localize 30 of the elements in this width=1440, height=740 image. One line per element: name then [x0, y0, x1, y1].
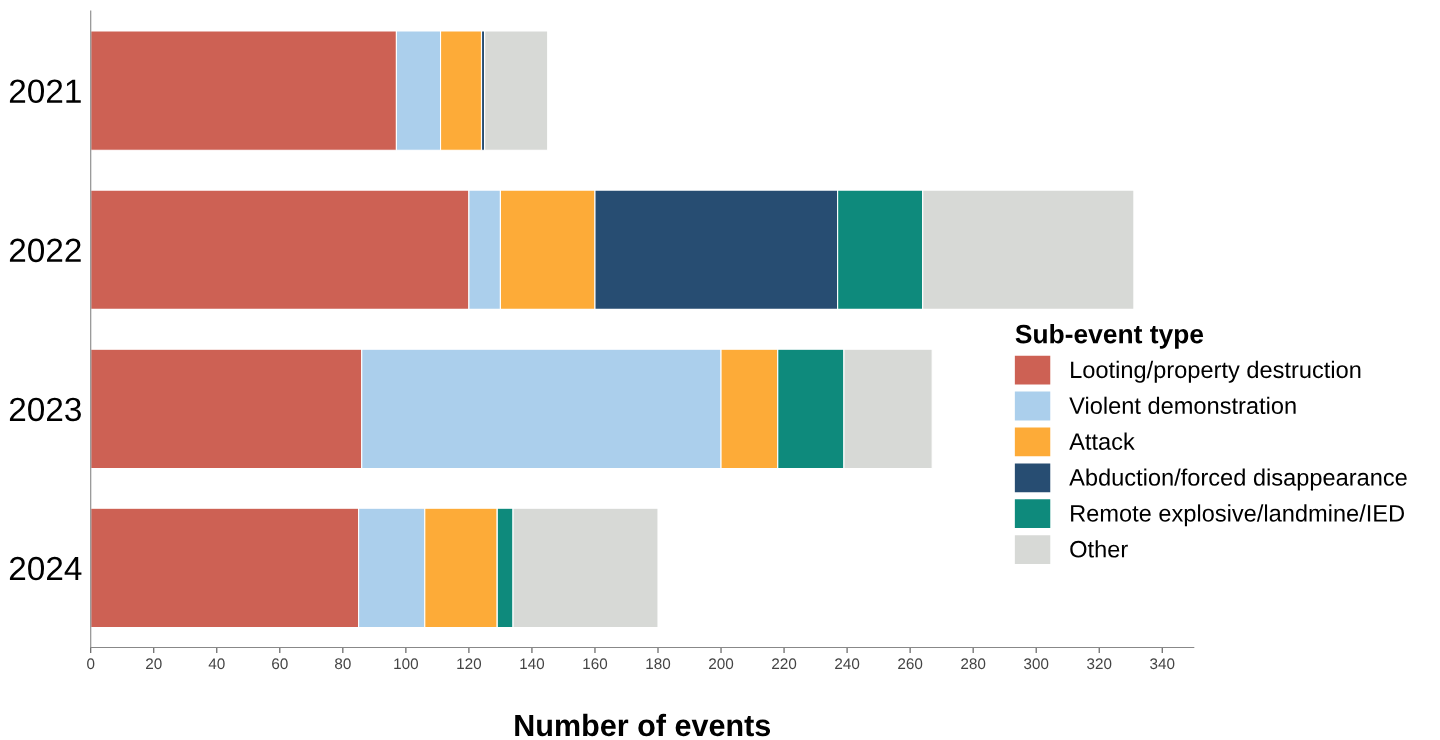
x-tick-label: 300: [1024, 658, 1049, 670]
x-tick-label: 240: [835, 658, 860, 670]
x-axis-title: Number of events: [515, 713, 771, 737]
x-tick-label: 140: [520, 658, 545, 670]
x-tick-label: 100: [394, 658, 419, 670]
x-tick-label: 220: [772, 658, 797, 670]
y-tick-label: 2022: [9, 238, 81, 263]
legend-label: Violent demonstration: [1069, 396, 1296, 415]
legend-label: Attack: [1069, 432, 1135, 450]
x-tick-label: 280: [961, 658, 986, 670]
x-tick-label: 80: [335, 658, 351, 670]
x-tick-label: 60: [272, 658, 288, 670]
y-tick-label: 2024: [9, 556, 82, 581]
x-tick-label: 0: [87, 658, 95, 670]
legend-label: Abduction/forced disappearance: [1069, 468, 1407, 491]
x-tick-label: 320: [1087, 658, 1112, 670]
x-tick-label: 200: [709, 658, 734, 670]
x-tick-label: 260: [898, 658, 923, 670]
x-tick-label: 340: [1150, 658, 1175, 670]
x-tick-label: 180: [646, 658, 671, 670]
x-tick-label: 40: [208, 658, 225, 670]
x-tick-label: 20: [146, 658, 162, 670]
legend-label: Other: [1070, 540, 1128, 558]
y-tick-label: 2021: [9, 79, 81, 104]
legend-label: Remote explosive/landmine/IED: [1071, 504, 1404, 527]
y-tick-label: 2023: [9, 397, 81, 422]
legend-title: Sub-event type: [1015, 324, 1204, 349]
x-tick-label: 160: [583, 658, 608, 670]
x-tick-label: 120: [457, 658, 482, 670]
legend-label: Looting/property destruction: [1071, 360, 1361, 383]
